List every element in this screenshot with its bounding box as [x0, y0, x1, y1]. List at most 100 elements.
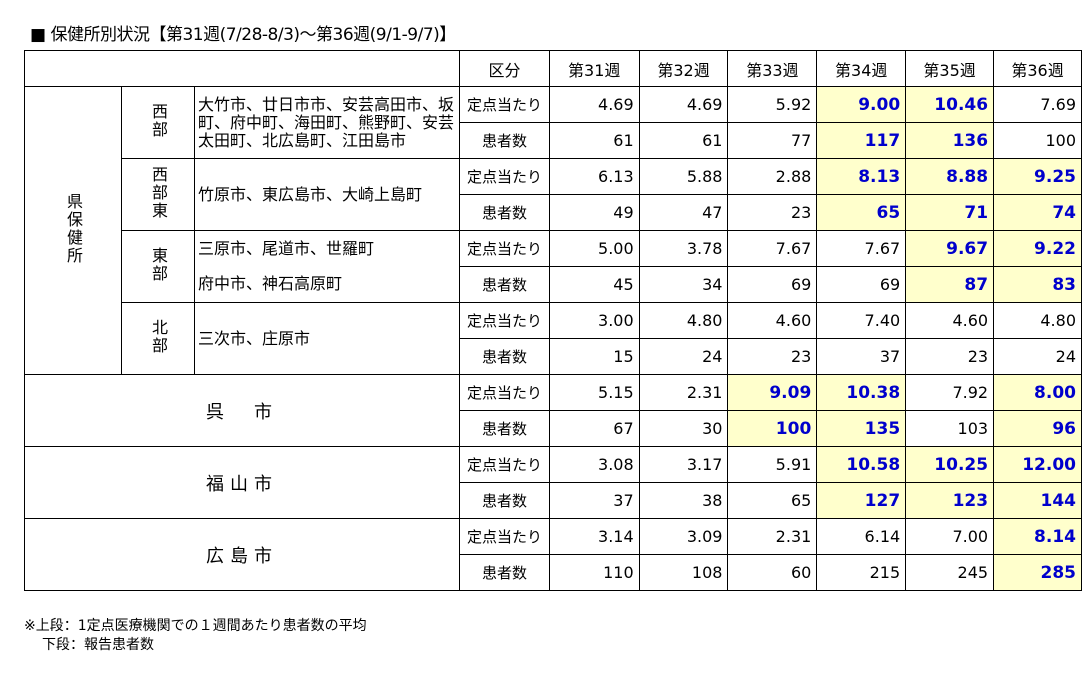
rate-label: 定点当たり — [459, 158, 550, 195]
area-list: 三次市、庄原市 — [193, 302, 461, 375]
count-w2: 47 — [638, 194, 729, 231]
count-w1: 37 — [548, 482, 640, 519]
count-w6: 285 — [993, 554, 1082, 591]
count-w5: 123 — [905, 482, 995, 519]
group-count-row: 患者数 49 47 23 65 71 74 — [25, 194, 1082, 231]
count-w2: 30 — [638, 410, 729, 447]
rate-label: 定点当たり — [459, 518, 550, 555]
rate-w1: 4.69 — [548, 86, 640, 123]
rate-w6: 9.22 — [993, 230, 1082, 267]
rate-w4: 8.13 — [816, 158, 907, 195]
count-w3: 60 — [727, 554, 818, 591]
rate-w2: 5.88 — [638, 158, 729, 195]
region-label-text: 東部 — [149, 246, 168, 283]
header-week: 第31週 — [548, 50, 640, 87]
group-rate-row: 西部東 竹原市、東広島市、大崎上島町 定点当たり 6.13 5.88 2.88 8.13 8.… — [25, 158, 1082, 231]
header-week: 第34週 — [816, 50, 907, 87]
rate-w4: 9.00 — [816, 86, 907, 123]
region-label: 北部 — [121, 302, 195, 375]
count-w2: 34 — [638, 266, 729, 303]
group-rate-row: 県保健所 西部 大竹市、廿日市市、安芸高田市、坂町、府中町、海田町、熊野町、安芸太田… — [24, 86, 1082, 375]
count-w4: 117 — [816, 122, 907, 159]
count-w2: 24 — [638, 338, 729, 375]
region-label: 西部東 — [121, 158, 195, 231]
count-w3: 69 — [727, 266, 818, 303]
rate-w5: 8.88 — [905, 158, 995, 195]
area-list: 府中市、神石高原町 — [193, 266, 461, 303]
rate-w1: 5.15 — [548, 374, 640, 411]
rate-w3: 5.91 — [727, 446, 818, 483]
rate-w3: 4.60 — [727, 302, 818, 339]
city-name: 福山市 — [23, 446, 461, 519]
count-w1: 61 — [548, 122, 640, 159]
rate-w2: 2.31 — [638, 374, 729, 411]
count-w4: 135 — [816, 410, 907, 447]
count-w4: 127 — [816, 482, 907, 519]
note-lower: 下段：報告患者数 — [42, 637, 154, 653]
rate-w2: 4.69 — [638, 86, 729, 123]
count-w5: 71 — [905, 194, 995, 231]
prefecture-label: 県保健所 — [24, 86, 122, 375]
group-count-row: 府中市、神石高原町 患者数 45 34 69 69 87 83 — [25, 266, 1082, 303]
region-label: 西部 — [121, 86, 195, 159]
count-w1: 45 — [548, 266, 640, 303]
rate-w1: 5.00 — [548, 230, 640, 267]
group-rate-row: 東部 三原市、尾道市、世羅町 定点当たり 5.00 3.78 7.67 7.67 9.67 9.… — [25, 230, 1082, 303]
count-w4: 69 — [816, 266, 907, 303]
count-label: 患者数 — [459, 266, 550, 303]
rate-w5: 7.00 — [905, 518, 995, 555]
count-w2: 61 — [638, 122, 729, 159]
area-list: 大竹市、廿日市市、安芸高田市、坂町、府中町、海田町、熊野町、安芸太田町、北広島町… — [193, 86, 461, 159]
rate-w6: 4.80 — [993, 302, 1082, 339]
rate-w2: 3.17 — [638, 446, 729, 483]
rate-w1: 3.08 — [548, 446, 640, 483]
rate-label: 定点当たり — [459, 446, 550, 483]
header-kubun: 区分 — [459, 50, 550, 87]
count-w4: 65 — [816, 194, 907, 231]
count-label: 患者数 — [459, 482, 550, 519]
city-name: 呉 市 — [23, 374, 461, 447]
city-rate-row: 福山市 定点当たり 3.08 3.17 5.91 10.58 10.25 12.00 — [23, 446, 1082, 519]
rate-label: 定点当たり — [459, 302, 550, 339]
rate-w6: 12.00 — [993, 446, 1082, 483]
header-week: 第32週 — [638, 50, 729, 87]
count-w6: 144 — [993, 482, 1082, 519]
rate-w6: 8.00 — [993, 374, 1082, 411]
page-title: ■ 保健所別状況【第31週(7/28-8/3)～第36週(9/1-9/7)】 — [30, 25, 456, 45]
rate-w5: 7.92 — [905, 374, 995, 411]
rate-w3: 2.31 — [727, 518, 818, 555]
count-w1: 67 — [548, 410, 640, 447]
city-count-row: 患者数 37 38 65 127 123 144 — [25, 482, 1082, 519]
count-w3: 77 — [727, 122, 818, 159]
header-week: 第33週 — [727, 50, 818, 87]
count-w6: 83 — [993, 266, 1082, 303]
region-label-text: 西部 — [149, 102, 168, 139]
prefecture-label-text: 県保健所 — [64, 192, 83, 265]
count-w1: 15 — [548, 338, 640, 375]
city-count-row: 患者数 110 108 60 215 245 285 — [25, 554, 1082, 591]
area-list: 三原市、尾道市、世羅町 — [193, 230, 461, 267]
count-label: 患者数 — [459, 194, 550, 231]
count-w5: 87 — [905, 266, 995, 303]
count-w6: 24 — [993, 338, 1082, 375]
count-w6: 74 — [993, 194, 1082, 231]
header-week: 第35週 — [905, 50, 995, 87]
header-week: 第36週 — [993, 50, 1082, 87]
rate-w1: 6.13 — [548, 158, 640, 195]
health-center-table: 区分 第31週 第32週 第33週 第34週 第35週 第36週県保健所 西部 大竹市、廿日市市… — [23, 50, 1082, 591]
count-w4: 37 — [816, 338, 907, 375]
count-w6: 96 — [993, 410, 1082, 447]
rate-w3: 2.88 — [727, 158, 818, 195]
rate-w4: 7.40 — [816, 302, 907, 339]
count-w5: 23 — [905, 338, 995, 375]
region-label-text: 北部 — [149, 318, 168, 355]
rate-w5: 9.67 — [905, 230, 995, 267]
region-label-text: 西部東 — [149, 165, 168, 220]
rate-w5: 4.60 — [905, 302, 995, 339]
count-w2: 38 — [638, 482, 729, 519]
city-rate-row: 呉 市定点当たり 5.15 2.31 9.09 10.38 7.92 8.00 — [23, 374, 1082, 447]
group-count-row: 患者数 61 61 77 117 136 100 — [25, 122, 1082, 159]
footnotes: ※上段：1定点医療機関での１週間あたり患者数の平均 下段：報告患者数 — [24, 617, 367, 655]
count-w5: 245 — [905, 554, 995, 591]
rate-w2: 4.80 — [638, 302, 729, 339]
